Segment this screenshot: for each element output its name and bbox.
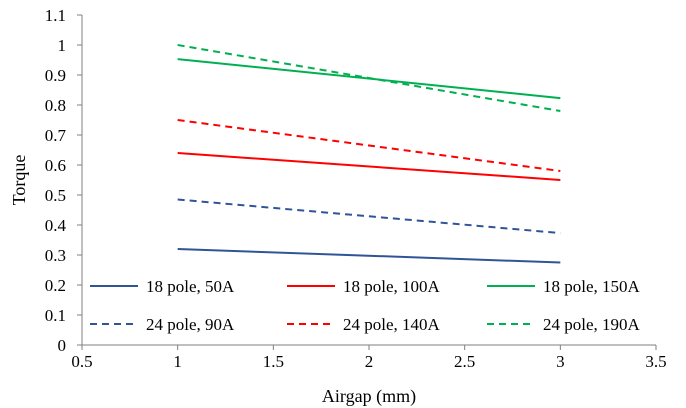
x-tick-label: 3.5: [645, 352, 666, 371]
y-tick-label: 0.1: [45, 306, 66, 325]
x-tick-label: 0.5: [71, 352, 92, 371]
y-axis-title: Torque: [9, 155, 29, 206]
x-tick-label: 3: [556, 352, 565, 371]
legend-label: 18 pole, 50A: [146, 277, 235, 296]
series-line-4: [177, 198, 561, 235]
y-tick-label: 1.1: [45, 6, 66, 25]
y-tick-label: 0.5: [45, 186, 66, 205]
y-tick-label: 0.6: [45, 156, 66, 175]
x-axis-title: Airgap (mm): [322, 386, 416, 407]
legend-item-4: 24 pole, 90A: [90, 315, 235, 334]
y-tick-label: 0: [58, 336, 67, 355]
y-tick-label: 0.3: [45, 246, 66, 265]
series-line-1: [177, 248, 561, 264]
legend-item-6: 24 pole, 190A: [487, 315, 641, 334]
series-line-6: [177, 44, 561, 112]
legend-label: 24 pole, 140A: [343, 315, 441, 334]
series-layer: [177, 44, 561, 264]
legend-label: 18 pole, 100A: [343, 277, 441, 296]
legend-item-3: 18 pole, 150A: [487, 277, 641, 296]
legend-label: 24 pole, 90A: [146, 315, 235, 334]
series-line-2: [177, 152, 561, 181]
legend-item-1: 18 pole, 50A: [90, 277, 235, 296]
y-tick-label: 0.7: [45, 126, 67, 145]
legend: 18 pole, 50A 18 pole, 100A 18 pole, 150A 24…: [90, 277, 641, 334]
x-tick-label: 2: [365, 352, 374, 371]
x-tick-label: 2.5: [454, 352, 475, 371]
x-tick-label: 1.5: [263, 352, 284, 371]
y-tick-label: 1: [58, 36, 67, 55]
legend-label: 24 pole, 190A: [543, 315, 641, 334]
legend-label: 18 pole, 150A: [543, 277, 641, 296]
series-line-5: [177, 119, 561, 172]
axes: 0 0.1 0.2 0.3 0.4 0.5 0.6 0.7 0.8 0.9 1 1.1 0.5 1 1.5 2…: [45, 6, 667, 371]
x-tick-label: 1: [173, 352, 182, 371]
y-tick-label: 0.2: [45, 276, 66, 295]
legend-item-2: 18 pole, 100A: [287, 277, 441, 296]
y-tick-label: 0.4: [45, 216, 67, 235]
y-tick-label: 0.8: [45, 96, 66, 115]
y-tick-label: 0.9: [45, 66, 66, 85]
legend-item-5: 24 pole, 140A: [287, 315, 441, 334]
